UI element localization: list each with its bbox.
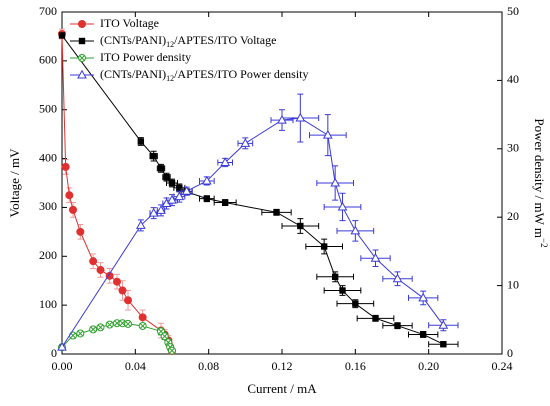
marker <box>331 273 339 281</box>
x-tick-label: 0.08 <box>198 359 219 373</box>
y2-tick-label: 40 <box>507 72 519 86</box>
marker <box>295 112 306 122</box>
marker <box>337 201 348 211</box>
marker <box>77 69 87 79</box>
marker <box>220 157 231 166</box>
marker <box>150 152 157 160</box>
marker <box>148 207 159 217</box>
marker <box>78 20 86 28</box>
marker <box>105 320 114 329</box>
marker <box>320 243 328 250</box>
marker <box>392 273 403 283</box>
marker <box>157 165 165 172</box>
marker <box>138 313 147 322</box>
marker <box>203 195 211 202</box>
marker <box>69 205 77 214</box>
marker <box>339 287 346 294</box>
marker <box>65 191 74 200</box>
marker <box>201 175 212 185</box>
x-tick-label: 0.16 <box>345 359 366 373</box>
marker <box>440 341 447 348</box>
y2-tick-label: 50 <box>507 4 519 18</box>
y2-tick-label: 0 <box>507 346 513 360</box>
marker <box>297 222 304 230</box>
y-axis-label: Voltage / mV <box>7 148 22 218</box>
marker <box>174 191 185 201</box>
x-tick-label: 0.12 <box>272 359 293 373</box>
marker <box>105 271 114 280</box>
marker <box>96 265 105 274</box>
x-tick-label: 0.04 <box>125 359 146 373</box>
x-tick-label: 0.20 <box>418 359 439 373</box>
marker <box>96 323 105 332</box>
marker <box>277 114 287 124</box>
y-tick-label: 300 <box>39 199 57 213</box>
legend-label: (CNTs/PANI)12/APTES/ITO Voltage <box>100 33 276 49</box>
y2-tick-label: 20 <box>507 209 519 223</box>
marker <box>118 286 127 295</box>
marker <box>76 227 85 236</box>
y2-tick-label: 10 <box>507 277 519 291</box>
x-tick-label: 0.00 <box>52 359 73 373</box>
y2-tick-label: 30 <box>507 141 519 155</box>
legend-label: ITO Power density <box>100 50 191 64</box>
marker <box>89 325 98 334</box>
marker <box>350 225 361 235</box>
marker <box>273 209 280 216</box>
marker <box>167 194 177 204</box>
legend-label: (CNTs/PANI)12/APTES/ITO Power density <box>100 67 309 83</box>
marker <box>76 329 85 338</box>
y-tick-label: 400 <box>39 150 57 164</box>
marker <box>58 32 66 39</box>
marker <box>418 292 429 302</box>
marker <box>330 177 341 187</box>
x-axis-label: Current / mA <box>247 381 317 396</box>
y-tick-label: 100 <box>39 297 57 311</box>
marker <box>89 257 98 266</box>
marker <box>168 179 176 187</box>
marker <box>419 331 427 338</box>
legend-label: ITO Voltage <box>100 16 159 30</box>
marker <box>240 138 251 147</box>
marker <box>181 185 192 195</box>
marker <box>124 319 132 328</box>
marker <box>438 320 449 329</box>
marker <box>370 253 381 262</box>
y-tick-label: 200 <box>39 248 57 262</box>
y-tick-label: 500 <box>39 101 57 115</box>
marker <box>78 37 86 45</box>
marker <box>372 315 379 322</box>
y-tick-label: 700 <box>39 4 57 18</box>
marker <box>394 322 401 329</box>
marker <box>61 162 70 171</box>
marker <box>78 54 86 62</box>
marker <box>137 138 145 145</box>
marker <box>322 129 333 139</box>
marker <box>168 346 176 355</box>
marker <box>57 341 67 351</box>
marker <box>352 300 359 307</box>
marker <box>124 296 132 305</box>
x-tick-label: 0.24 <box>492 359 513 373</box>
marker <box>138 321 147 330</box>
marker <box>113 277 121 286</box>
marker <box>221 199 229 206</box>
marker <box>156 205 166 214</box>
marker <box>176 184 183 192</box>
y-tick-label: 0 <box>51 346 57 360</box>
y2-axis-label: Power density / mW m−2 <box>532 118 549 247</box>
marker <box>160 332 169 341</box>
marker <box>135 220 146 229</box>
marker <box>163 173 170 181</box>
y-tick-label: 600 <box>39 53 57 67</box>
